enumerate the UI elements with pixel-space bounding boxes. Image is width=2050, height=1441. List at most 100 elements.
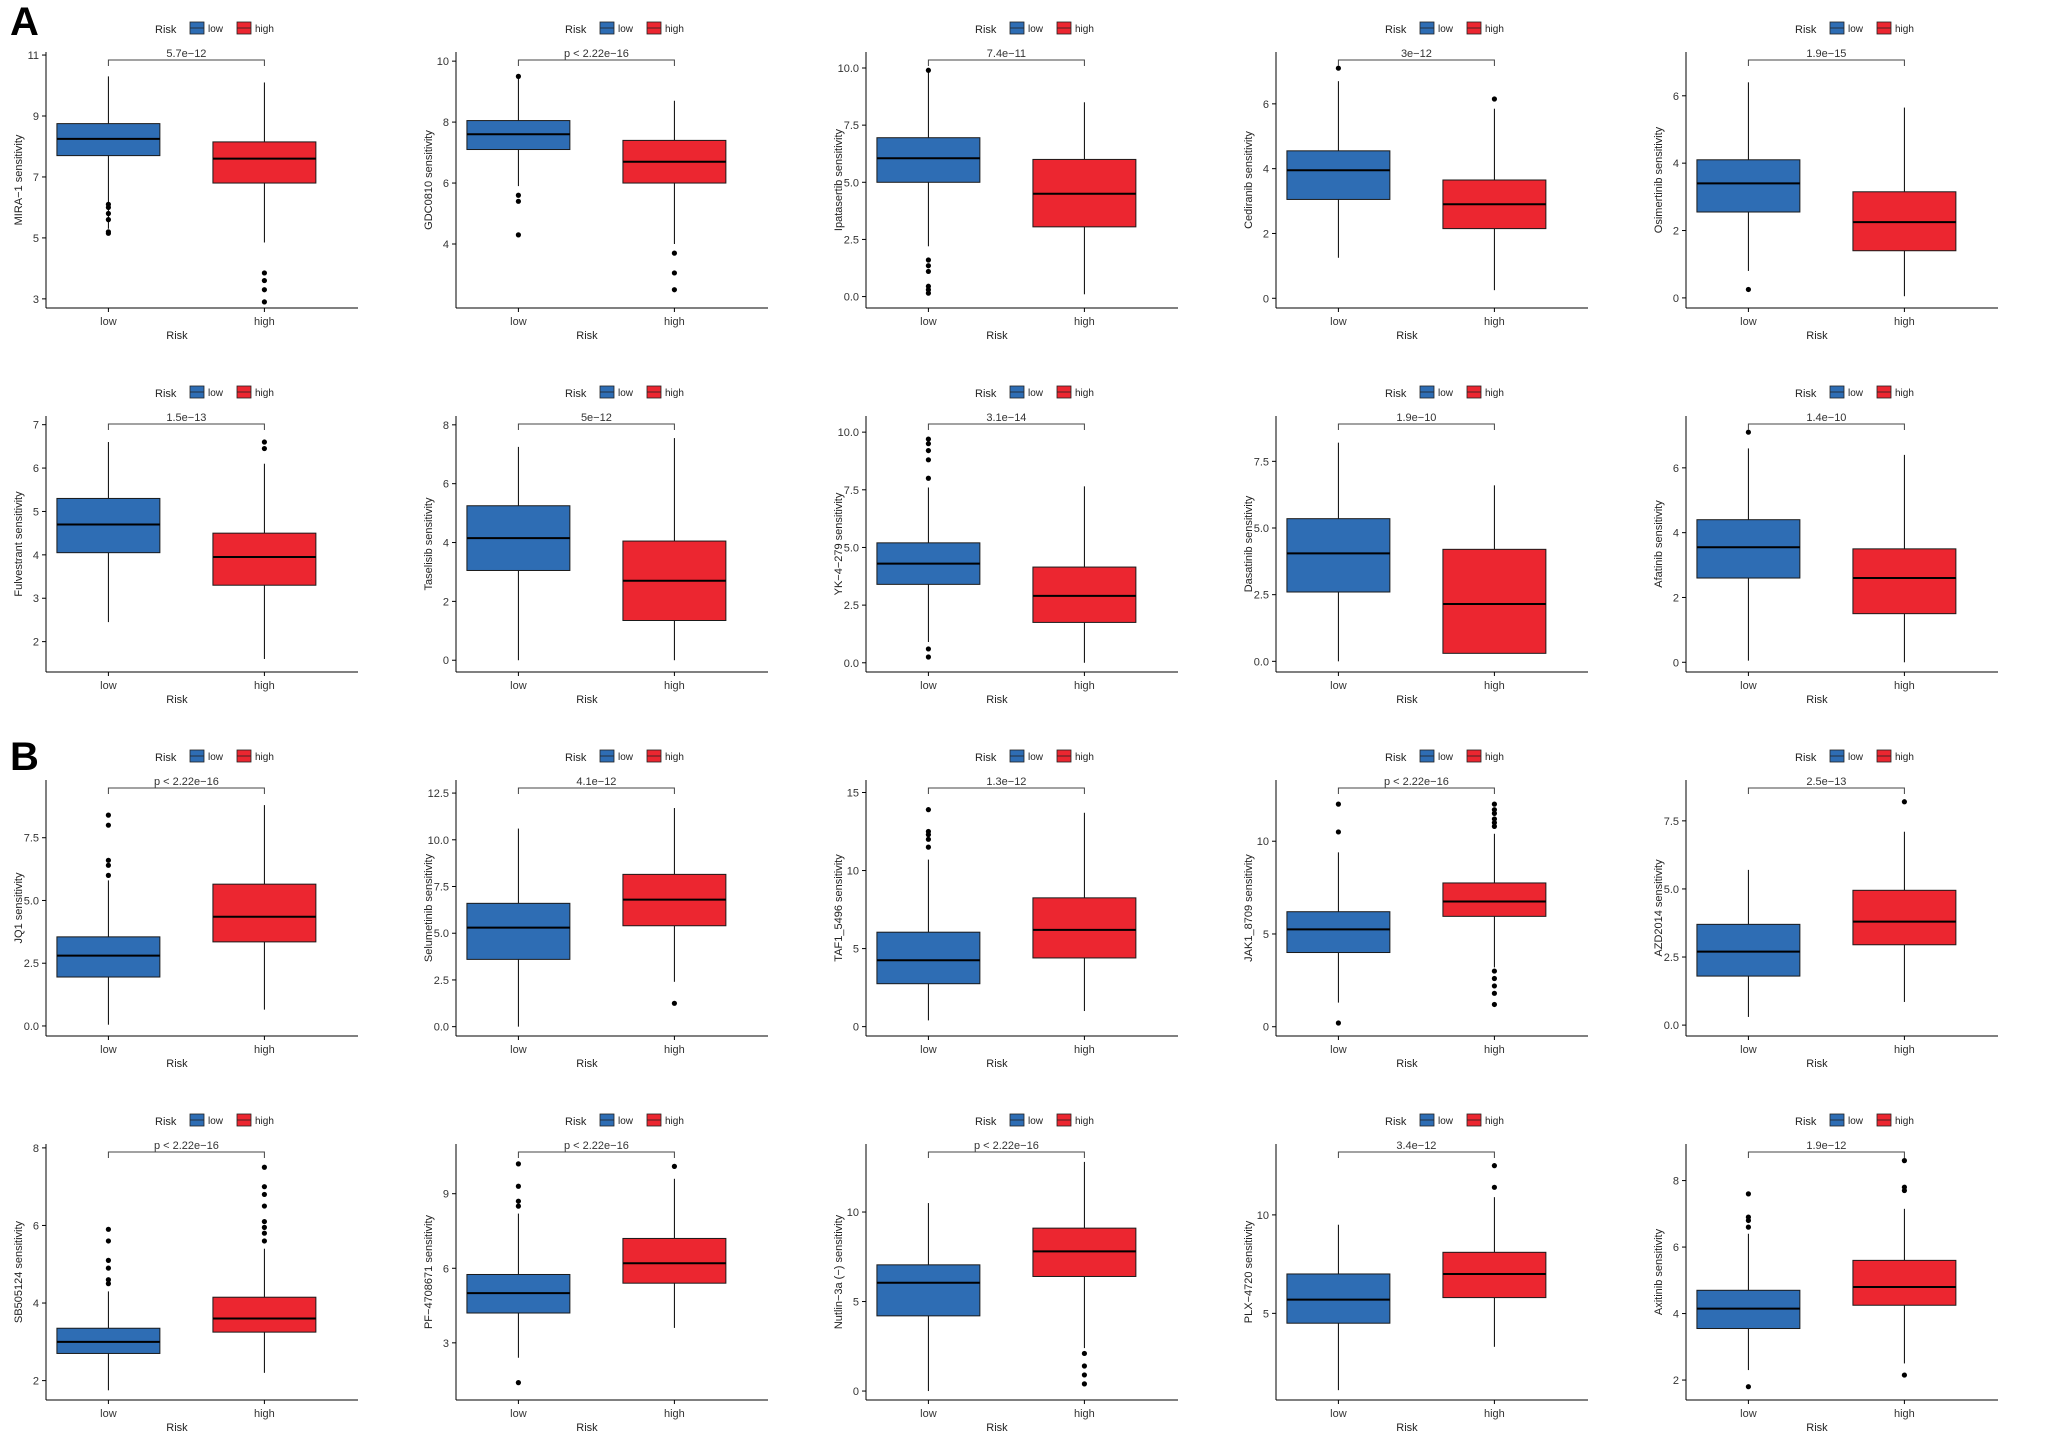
legend-label-low: low [208, 752, 224, 763]
legend-label-high: high [1895, 752, 1914, 763]
x-tick-label: low [1330, 680, 1347, 692]
box-low [466, 902, 571, 960]
x-axis-title: Risk [1396, 1058, 1418, 1070]
y-tick-label: 6 [1673, 463, 1679, 475]
outlier-point-high [1491, 810, 1497, 816]
legend: Risk low high [565, 749, 684, 764]
legend-title: Risk [1795, 388, 1817, 400]
outlier-point-low [105, 210, 111, 217]
outlier-point-low [515, 198, 522, 204]
outlier-point-low [515, 1380, 522, 1386]
y-tick-label: 4 [1673, 1309, 1679, 1321]
y-tick-label: 0 [1673, 293, 1679, 305]
y-axis-title: JAK1_8709 sensitivity [1243, 854, 1255, 962]
y-tick-label: 6 [443, 178, 449, 190]
x-axis-title: Risk [1806, 694, 1828, 706]
y-tick-label: 6 [443, 1263, 449, 1275]
y-tick-label: 2.5 [1664, 952, 1679, 964]
box-low [876, 137, 981, 183]
box-high [1852, 1259, 1957, 1306]
p-value-label: 1.3e−12 [986, 776, 1026, 788]
significance-bracket [107, 59, 265, 66]
legend-title: Risk [155, 752, 177, 764]
x-axis-title: Risk [576, 694, 598, 706]
outlier-point-high [671, 1000, 678, 1006]
box-high [1032, 566, 1137, 623]
y-tick-label: 15 [847, 787, 859, 799]
outlier-point-high [261, 1238, 267, 1244]
legend: Risk low high [1385, 749, 1504, 764]
x-tick-label: high [1894, 680, 1915, 692]
y-tick-label: 2.5 [844, 234, 859, 246]
y-axis-title: YK−4−279 sensitivity [833, 492, 845, 595]
box-low [56, 936, 161, 978]
boxplot-chart: Risk low high 3 6 9 low high Risk PF−4708671 sens… [423, 1113, 768, 1434]
legend: Risk low high [1795, 749, 1914, 764]
y-tick-label: 5 [853, 1297, 859, 1309]
legend: Risk low high [565, 21, 684, 36]
outlier-point-low [105, 217, 111, 223]
legend: Risk low high [975, 749, 1094, 764]
x-tick-label: low [100, 680, 117, 692]
y-tick-label: 10.0 [428, 835, 449, 847]
x-axis-title: Risk [986, 1422, 1008, 1434]
boxplot-chart: Risk low high 2 4 6 8 low high Risk Axitinib sensi… [1653, 1113, 1998, 1434]
y-tick-label: 2 [1673, 592, 1679, 604]
y-axis-title: Cediranib sensitivity [1243, 131, 1255, 229]
y-tick-label: 7.5 [844, 485, 859, 497]
y-axis-title: Fulvestrant sensitivity [13, 491, 25, 597]
outlier-point-low [1745, 1214, 1751, 1220]
outlier-point-high [261, 287, 267, 293]
x-axis-title: Risk [986, 1058, 1008, 1070]
p-value-label: 1.9e−15 [1806, 48, 1846, 60]
y-tick-label: 3 [33, 593, 39, 605]
legend-label-high: high [665, 752, 684, 763]
x-tick-label: high [1484, 316, 1505, 328]
y-tick-label: 10 [1257, 1210, 1269, 1222]
boxplot-chart: Risk low high 0 5 10 low high Risk Nutlin−3a (−) … [833, 1113, 1178, 1434]
y-tick-label: 2.5 [1254, 590, 1269, 602]
y-axis-title: MIRA−1 sensitivity [13, 134, 25, 225]
x-tick-label: high [1484, 1044, 1505, 1056]
legend-label-high: high [1075, 388, 1094, 399]
legend-label-high: high [1895, 1116, 1914, 1127]
outlier-point-high [1901, 1158, 1907, 1164]
outlier-point-high [1901, 1372, 1907, 1378]
outlier-point-low [515, 1198, 522, 1204]
legend-label-high: high [1485, 1116, 1504, 1127]
y-tick-label: 8 [33, 1143, 39, 1155]
significance-bracket [1337, 59, 1495, 66]
boxplot-chart: Risk low high 2 4 6 8 low high Risk SB505124 sensi… [13, 1113, 358, 1434]
y-tick-label: 4 [33, 1298, 39, 1310]
significance-bracket [1747, 1151, 1905, 1158]
x-axis-title: Risk [986, 330, 1008, 342]
outlier-point-low [925, 441, 932, 447]
y-tick-label: 0.0 [24, 1021, 39, 1033]
legend-label-low: low [208, 24, 224, 35]
boxplot-chart: Risk low high 0.0 2.5 5.0 7.5 low high Risk JQ1 se… [13, 749, 358, 1070]
y-axis-title: PLX−4720 sensitivity [1243, 1220, 1255, 1323]
outlier-point-high [261, 1203, 267, 1209]
x-tick-label: low [1740, 1408, 1757, 1420]
y-tick-label: 4 [443, 239, 449, 251]
box-high [1852, 548, 1957, 615]
outlier-point-low [925, 268, 932, 275]
y-axis-title: TAF1_5496 sensitivity [833, 854, 845, 962]
outlier-point-high [261, 439, 267, 445]
outlier-point-low [105, 1257, 111, 1263]
legend-title: Risk [1385, 1116, 1407, 1128]
y-axis-title: Osimertinib sensitivity [1653, 126, 1665, 233]
legend-title: Risk [1795, 24, 1817, 36]
legend: Risk low high [565, 385, 684, 400]
box-high [212, 1296, 317, 1333]
outlier-point-high [1901, 799, 1907, 805]
outlier-point-low [515, 1203, 522, 1209]
legend-label-low: low [208, 388, 224, 399]
x-tick-label: low [1740, 680, 1757, 692]
p-value-label: 1.9e−12 [1806, 1140, 1846, 1152]
y-tick-label: 5.0 [1254, 523, 1269, 535]
significance-bracket [517, 1151, 675, 1158]
legend-label-low: low [1438, 24, 1454, 35]
x-tick-label: high [1484, 680, 1505, 692]
